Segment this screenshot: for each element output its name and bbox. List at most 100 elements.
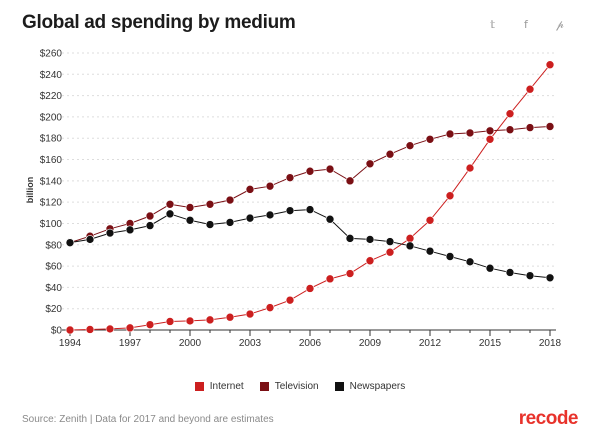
legend-swatch-newspapers	[334, 382, 344, 391]
y-tick-label: $240	[40, 70, 63, 81]
data-point-television	[345, 176, 355, 186]
data-point-internet	[325, 274, 335, 284]
data-point-internet	[125, 323, 135, 333]
series-group	[65, 60, 555, 335]
x-tick-label: 2015	[479, 338, 502, 349]
x-tick-label: 1994	[59, 338, 82, 349]
data-point-newspapers	[325, 214, 335, 224]
legend-label-television: Television	[274, 381, 319, 392]
gridlines	[62, 52, 556, 310]
data-point-internet	[465, 163, 475, 173]
recode-logo[interactable]: recode	[518, 408, 579, 429]
data-point-television	[365, 159, 375, 169]
legend-item-internet[interactable]: Internet	[194, 381, 244, 392]
data-point-newspapers	[505, 268, 515, 277]
data-point-newspapers	[405, 241, 415, 251]
data-point-television	[505, 125, 515, 135]
x-tick-label: 2003	[239, 338, 262, 349]
data-point-internet	[305, 284, 315, 293]
data-point-television	[145, 211, 155, 221]
y-tick-label: $120	[40, 198, 63, 209]
data-point-newspapers	[425, 246, 435, 256]
data-point-television	[305, 166, 315, 176]
data-point-newspapers	[185, 215, 195, 225]
data-point-internet	[65, 325, 75, 335]
data-point-television	[265, 181, 275, 191]
data-point-newspapers	[525, 271, 535, 280]
data-point-television	[245, 185, 255, 194]
data-point-newspapers	[65, 238, 75, 247]
facebook-icon[interactable]: f	[524, 18, 528, 31]
data-point-internet	[545, 60, 555, 70]
y-tick-label: $0	[51, 326, 63, 337]
y-tick-label: $80	[45, 240, 62, 251]
legend-label-newspapers: Newspapers	[349, 381, 406, 392]
data-point-newspapers	[145, 221, 155, 230]
data-point-internet	[405, 234, 415, 243]
legend-label-internet: Internet	[209, 381, 244, 392]
legend-swatch-television	[259, 382, 269, 391]
data-point-newspapers	[365, 235, 375, 244]
x-tick-label: 2006	[299, 338, 322, 349]
data-point-internet	[185, 316, 195, 326]
data-point-newspapers	[245, 213, 255, 223]
data-point-newspapers	[465, 257, 475, 267]
data-point-newspapers	[225, 218, 235, 227]
y-tick-label: $60	[45, 262, 62, 273]
y-tick-label: $40	[45, 283, 62, 294]
series-line-television	[69, 126, 551, 244]
data-point-newspapers	[205, 220, 215, 229]
data-point-television	[525, 123, 535, 132]
data-point-television	[385, 149, 395, 159]
data-point-television	[325, 164, 335, 174]
x-tick-label: 2018	[539, 338, 562, 349]
y-tick-label: $220	[40, 91, 63, 102]
y-axis-label: billion	[25, 177, 35, 204]
y-tick-label: $200	[40, 112, 63, 123]
data-point-television	[185, 203, 195, 212]
twitter-icon[interactable]: 𝕥	[490, 18, 496, 31]
pinterest-icon[interactable]: 𝓅	[556, 18, 564, 31]
data-point-newspapers	[345, 234, 355, 243]
data-point-newspapers	[105, 228, 115, 238]
data-point-internet	[265, 303, 275, 312]
data-point-internet	[385, 247, 395, 257]
legend-swatch-internet	[194, 382, 204, 391]
data-point-internet	[365, 256, 375, 266]
data-point-television	[405, 141, 415, 150]
data-point-internet	[525, 84, 535, 94]
y-tick-label: $180	[40, 134, 63, 145]
series-line-newspapers	[69, 209, 551, 279]
data-point-newspapers	[165, 209, 175, 219]
data-point-internet	[85, 325, 95, 334]
y-tick-label: $20	[45, 304, 62, 315]
data-point-television	[465, 128, 475, 138]
data-point-television	[225, 195, 235, 205]
legend-item-television[interactable]: Television	[259, 381, 319, 392]
x-tick-label: 2009	[359, 338, 382, 349]
data-point-newspapers	[285, 206, 295, 215]
data-point-internet	[425, 215, 435, 225]
data-point-television	[425, 134, 435, 144]
data-point-television	[285, 173, 295, 182]
data-point-newspapers	[385, 237, 395, 246]
data-point-internet	[145, 320, 155, 329]
data-point-newspapers	[305, 205, 315, 214]
legend-item-newspapers[interactable]: Newspapers	[334, 381, 406, 392]
y-tick-label: $160	[40, 155, 63, 166]
y-tick-label: $100	[40, 219, 63, 230]
y-tick-label: $260	[40, 49, 63, 60]
data-point-internet	[245, 309, 255, 319]
data-point-newspapers	[265, 210, 275, 220]
data-point-internet	[205, 315, 215, 325]
data-point-internet	[225, 312, 235, 322]
source-note: Source: Zenith | Data for 2017 and beyon…	[22, 414, 274, 425]
data-point-television	[485, 126, 495, 136]
chart-title: Global ad spending by medium	[22, 12, 296, 33]
data-point-internet	[445, 191, 455, 201]
data-point-television	[445, 129, 455, 139]
data-point-newspapers	[545, 273, 555, 283]
data-point-newspapers	[125, 225, 135, 235]
y-axis-ticks: $0 $20 $40 $60 $80 $100 $120 $140 $160 $180 $200 $2…	[40, 49, 63, 337]
